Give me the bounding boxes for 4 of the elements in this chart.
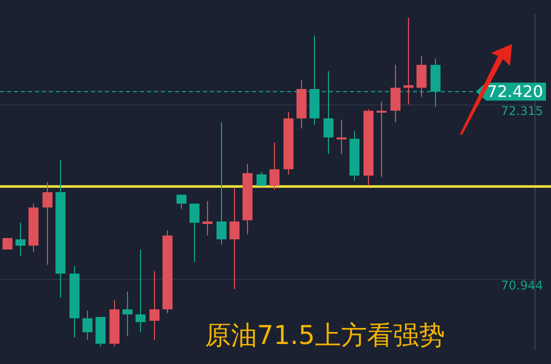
text: 原油71.5上方看强势 [204,320,446,353]
y-tick-label: 72.315 [501,104,543,118]
ref-line-label: 72.420 [487,82,543,101]
y-tick-label: 70.944 [501,278,543,293]
